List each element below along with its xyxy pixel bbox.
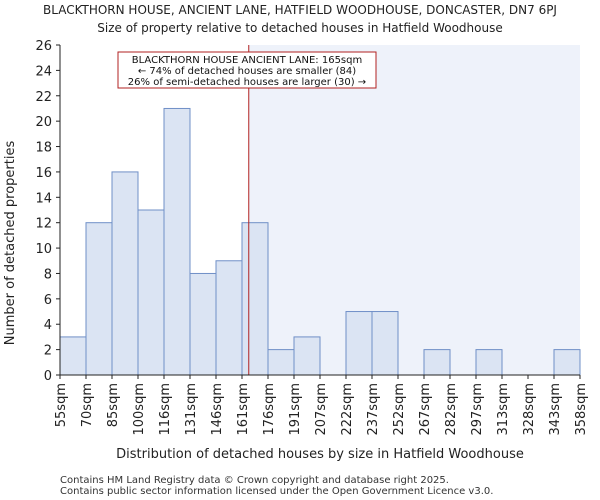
bar-297sqm [475, 349, 503, 376]
x-tick-label-191sqm: 191sqm [288, 383, 303, 436]
chart-title: BLACKTHORN HOUSE, ANCIENT LANE, HATFIELD… [43, 3, 557, 17]
chart-subtitle: Size of property relative to detached ho… [97, 21, 502, 35]
x-tick-label-222sqm: 222sqm [340, 383, 355, 436]
y-tick-label-6: 6 [44, 293, 52, 308]
x-tick-label-343sqm: 343sqm [548, 383, 563, 436]
y-tick-label-0: 0 [44, 369, 52, 384]
bar-161sqm [241, 222, 269, 376]
footer-line-2: Contains public sector information licen… [60, 486, 493, 497]
y-tick-label-8: 8 [44, 267, 52, 282]
y-tick-label-10: 10 [35, 242, 52, 257]
bar-191sqm [293, 336, 321, 376]
bar-70sqm [85, 222, 113, 376]
annotation-box: BLACKTHORN HOUSE ANCIENT LANE: 165sqm ← … [117, 51, 377, 89]
bar-222sqm [345, 311, 373, 376]
bar-85sqm [111, 171, 139, 376]
y-tick-label-20: 20 [35, 115, 52, 130]
x-tick-label-146sqm: 146sqm [210, 383, 225, 436]
x-tick-label-161sqm: 161sqm [236, 383, 251, 436]
y-tick-label-26: 26 [35, 39, 52, 54]
bar-131sqm [189, 272, 217, 376]
x-tick-label-131sqm: 131sqm [184, 383, 199, 436]
larger-than-subject-region [248, 45, 580, 375]
x-axis-label: Distribution of detached houses by size … [116, 447, 524, 462]
annotation-line-2: ← 74% of detached houses are smaller (84… [138, 66, 356, 77]
x-tick-label-282sqm: 282sqm [444, 383, 459, 436]
y-tick-label-4: 4 [44, 318, 52, 333]
footer-line-1: Contains HM Land Registry data © Crown c… [60, 475, 449, 486]
bar-267sqm [423, 349, 451, 376]
bar-146sqm [215, 260, 243, 376]
y-tick-label-2: 2 [44, 344, 52, 359]
y-tick-label-18: 18 [35, 141, 52, 156]
annotation-line-3: 26% of semi-detached houses are larger (… [128, 77, 366, 88]
y-tick-label-16: 16 [35, 166, 52, 181]
x-tick-label-237sqm: 237sqm [366, 383, 381, 436]
x-tick-label-55sqm: 55sqm [54, 383, 69, 427]
bar-176sqm [267, 349, 295, 376]
annotation-border [117, 51, 377, 89]
x-tick-label-267sqm: 267sqm [418, 383, 433, 436]
x-tick-label-328sqm: 328sqm [522, 383, 537, 436]
x-tick-label-358sqm: 358sqm [574, 383, 589, 436]
annotation-line-1: BLACKTHORN HOUSE ANCIENT LANE: 165sqm [132, 55, 362, 66]
x-tick-label-116sqm: 116sqm [158, 383, 173, 436]
bar-100sqm [137, 209, 165, 376]
y-tick-label-22: 22 [35, 90, 52, 105]
x-tick-label-252sqm: 252sqm [392, 383, 407, 436]
x-tick-label-297sqm: 297sqm [470, 383, 485, 436]
x-tick-label-85sqm: 85sqm [106, 383, 121, 427]
x-tick-label-100sqm: 100sqm [132, 383, 147, 436]
x-tick-label-70sqm: 70sqm [80, 383, 95, 427]
bar-237sqm [371, 311, 399, 376]
y-tick-label-12: 12 [35, 217, 52, 232]
bar-116sqm [163, 107, 191, 376]
x-tick-label-176sqm: 176sqm [262, 383, 277, 436]
bar-343sqm [553, 349, 581, 376]
y-axis-label: Number of detached properties [3, 141, 18, 346]
y-tick-label-14: 14 [35, 191, 52, 206]
bar-55sqm [59, 336, 87, 376]
y-tick-label-24: 24 [35, 64, 52, 79]
x-tick-label-313sqm: 313sqm [496, 383, 511, 436]
x-tick-label-207sqm: 207sqm [314, 383, 329, 436]
